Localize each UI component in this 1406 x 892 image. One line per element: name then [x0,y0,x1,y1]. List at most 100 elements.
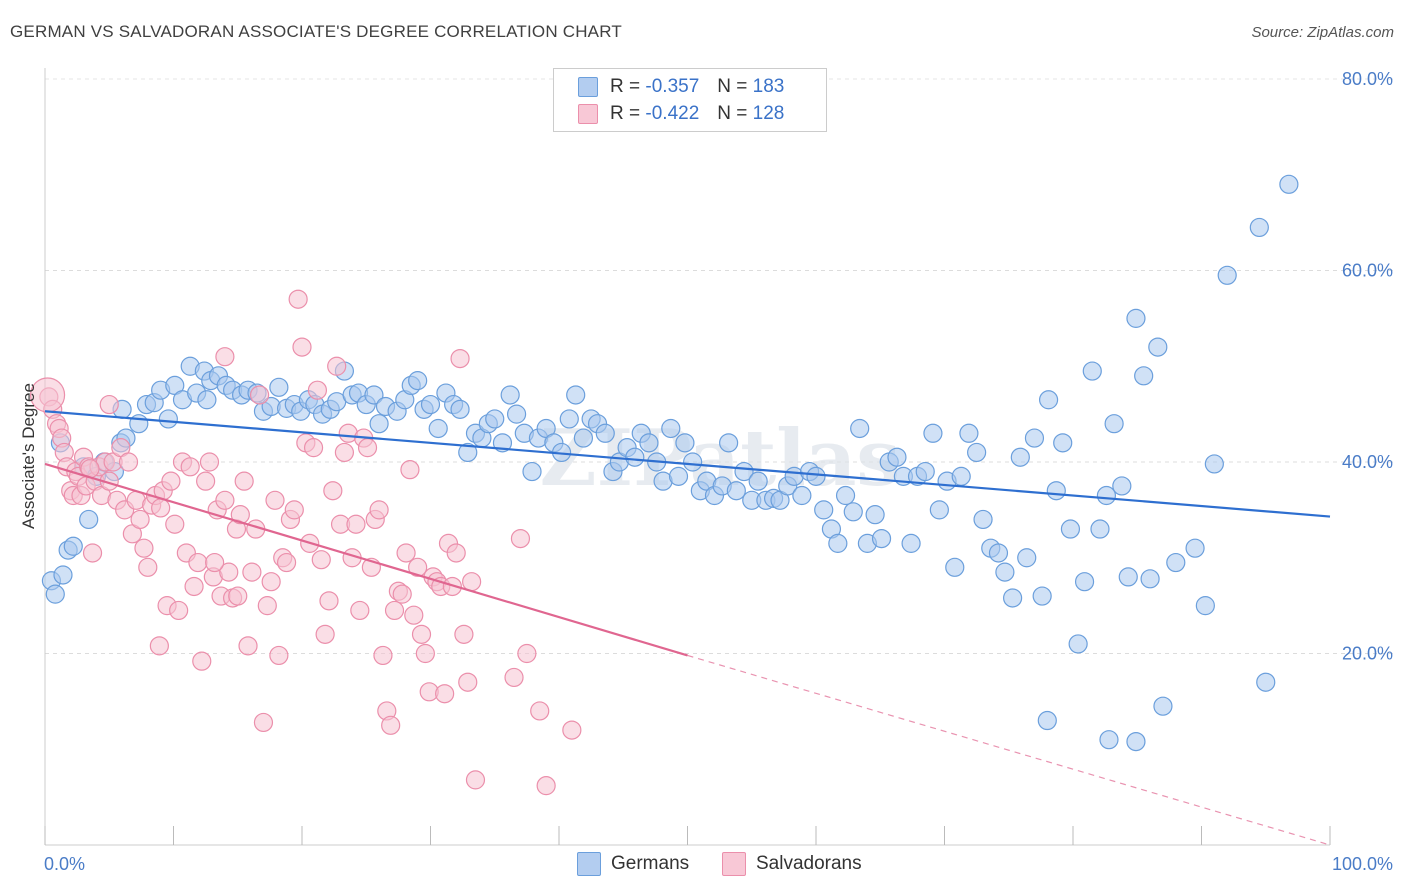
data-point [1017,548,1037,568]
data-point [1038,390,1059,410]
data-point [835,485,856,506]
data-point [625,447,645,467]
data-point [118,452,139,472]
data-point [396,543,416,563]
data-point [411,624,432,644]
legend-r-label: R = [610,103,641,124]
data-point [269,645,289,666]
data-point [500,385,520,405]
data-point [748,471,768,491]
data-point [1010,447,1030,467]
data-point [887,447,907,467]
data-point [346,514,366,534]
source-label: Source: ZipAtlas.com [1251,24,1394,41]
data-point [215,490,235,510]
data-point [1204,454,1224,474]
data-point [238,636,258,656]
data-point [315,624,335,644]
data-point [1217,265,1237,285]
data-point [234,471,254,491]
data-point [458,672,478,692]
data-point [435,684,455,704]
data-point [392,584,412,604]
data-point [442,576,462,597]
data-point [1126,308,1146,328]
legend-swatch-germans [578,77,598,97]
data-point [1249,217,1269,238]
y-tick-labels: 20.0% 40.0% 60.0% 80.0% [1342,69,1393,664]
data-point [450,348,470,369]
data-point [415,643,435,664]
trend-lines [44,410,1331,846]
data-point [1148,337,1168,357]
bottom-legend-germans: Germans [577,852,689,876]
data-point [180,457,200,477]
legend-swatch-salvadorans [578,104,598,124]
y-axis-title: Associate's Degree [19,383,38,529]
data-point [199,452,220,472]
data-point [192,651,212,671]
data-point [562,720,582,740]
data-point [288,289,308,309]
data-point [726,481,746,501]
bottom-legend-swatch-germans [577,852,601,876]
data-point [661,418,681,439]
data-point [465,770,486,790]
data-point [995,562,1015,582]
data-point [1090,519,1110,539]
data-point [1140,569,1160,589]
data-point [149,636,169,656]
data-point [369,414,389,434]
data-point [668,466,689,486]
data-point [404,605,424,625]
data-point [1279,174,1299,194]
x-tick-max: 100.0% [1332,854,1393,874]
data-point [384,600,405,621]
data-point [45,584,65,604]
legend-r-value-germans: -0.357 [645,76,700,97]
data-point [265,490,285,510]
data-point [929,500,949,520]
data-point [1082,361,1102,381]
data-point [205,552,225,573]
data-point [450,399,470,419]
data-point [420,394,441,415]
data-point [973,509,993,530]
data-point [1032,586,1052,606]
axes [44,68,1331,846]
data-point [197,390,217,410]
data-point [530,701,550,721]
data-point [130,509,150,530]
data-point [253,712,274,733]
data-point [284,500,304,520]
data-point [1074,572,1095,592]
data-point [219,562,239,582]
data-point [303,438,324,458]
chart-title: GERMAN VS SALVADORAN ASSOCIATE'S DEGREE … [10,22,622,41]
data-point [261,572,281,592]
data-point [806,466,826,486]
data-point [373,645,393,666]
data-point [1153,696,1173,716]
data-point [1096,485,1117,506]
data-point [381,715,401,735]
trend-line-salvadorans [44,462,688,657]
data-point [1024,428,1045,448]
data-point [151,498,171,518]
data-point [923,423,943,443]
data-point [1256,672,1276,692]
data-point [242,562,262,582]
legend-n-value-germans: 183 [752,76,785,97]
data-point [506,404,527,424]
german-points [41,174,1299,752]
data-point [1112,476,1132,496]
data-point [357,438,378,458]
data-point [428,418,448,439]
data-point [53,565,73,585]
data-point [1166,552,1186,573]
data-point [99,394,119,415]
data-point [1195,596,1215,616]
data-point [307,380,328,400]
data-point [595,423,615,443]
